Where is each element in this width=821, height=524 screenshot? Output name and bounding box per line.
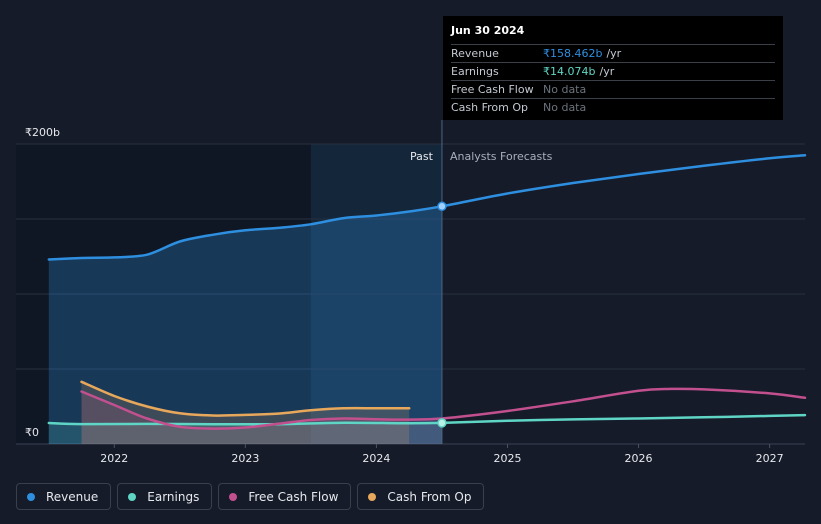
legend: Revenue Earnings Free Cash Flow Cash Fro… bbox=[16, 483, 485, 510]
tooltip-value: ₹14.074b bbox=[543, 65, 596, 78]
revenue-area bbox=[48, 206, 443, 444]
tooltip-label: Revenue bbox=[451, 47, 499, 60]
legend-dot-icon bbox=[27, 492, 35, 501]
x-tick-label: 2026 bbox=[625, 452, 653, 465]
revenue-marker bbox=[437, 201, 447, 212]
x-tick-label: 2024 bbox=[362, 452, 390, 465]
tooltip-label: Cash From Op bbox=[451, 101, 529, 114]
legend-dot-icon bbox=[368, 492, 377, 501]
free-cash-flow-line bbox=[80, 387, 807, 430]
series-lines bbox=[47, 154, 807, 430]
tooltip-row-cash-from-op: Cash From Op No data bbox=[451, 98, 775, 116]
tooltip-unit: /yr bbox=[606, 47, 622, 60]
earnings-area bbox=[48, 422, 443, 444]
legend-cash-from-op-button[interactable]: Cash From Op bbox=[357, 483, 485, 510]
legend-label: Revenue bbox=[46, 489, 99, 504]
x-tick-label: 2025 bbox=[493, 452, 521, 465]
point-markers bbox=[437, 201, 447, 428]
legend-free-cash-flow-button[interactable]: Free Cash Flow bbox=[218, 483, 352, 510]
y-axis-bottom-label: ₹0 bbox=[25, 426, 39, 439]
gridlines bbox=[16, 143, 805, 445]
legend-label: Earnings bbox=[147, 489, 200, 504]
x-axis-ticks: 2022 2023 2024 2025 2026 2027 bbox=[100, 444, 784, 465]
x-tick-label: 2023 bbox=[231, 452, 259, 465]
x-tick-label: 2027 bbox=[756, 452, 784, 465]
legend-dot-icon bbox=[229, 492, 238, 501]
series-areas bbox=[48, 206, 443, 444]
tooltip-value: No data bbox=[543, 83, 587, 96]
tooltip-row-free-cash-flow: Free Cash Flow No data bbox=[451, 80, 775, 98]
hover-tooltip: Jun 30 2024 Revenue ₹158.462b /yr Earnin… bbox=[443, 16, 783, 120]
x-tick-label: 2022 bbox=[100, 452, 128, 465]
revenue-line bbox=[47, 154, 807, 261]
earnings-marker bbox=[437, 418, 447, 428]
legend-label: Cash From Op bbox=[387, 489, 472, 504]
tooltip-value: No data bbox=[543, 101, 587, 114]
legend-revenue-button[interactable]: Revenue bbox=[16, 483, 112, 510]
earnings-line bbox=[47, 413, 807, 426]
tooltip-date: Jun 30 2024 bbox=[451, 24, 525, 37]
cash-from-op-area bbox=[81, 381, 410, 444]
tooltip-unit: /yr bbox=[599, 65, 615, 78]
forecast-label: Analysts Forecasts bbox=[450, 150, 553, 163]
past-label: Past bbox=[410, 150, 434, 163]
legend-earnings-button[interactable]: Earnings bbox=[117, 483, 213, 510]
tooltip-value: ₹158.462b bbox=[543, 47, 603, 60]
tooltip-row-earnings: Earnings ₹14.074b /yr bbox=[451, 62, 775, 80]
tooltip-label: Earnings bbox=[451, 65, 499, 78]
cash-from-op-line bbox=[80, 380, 411, 417]
y-axis-top-label: ₹200b bbox=[25, 126, 60, 139]
legend-label: Free Cash Flow bbox=[248, 489, 339, 504]
tooltip-row-revenue: Revenue ₹158.462b /yr bbox=[451, 44, 775, 62]
free-cash-flow-area bbox=[81, 391, 442, 444]
legend-dot-icon bbox=[128, 492, 137, 501]
tooltip-label: Free Cash Flow bbox=[451, 83, 534, 96]
